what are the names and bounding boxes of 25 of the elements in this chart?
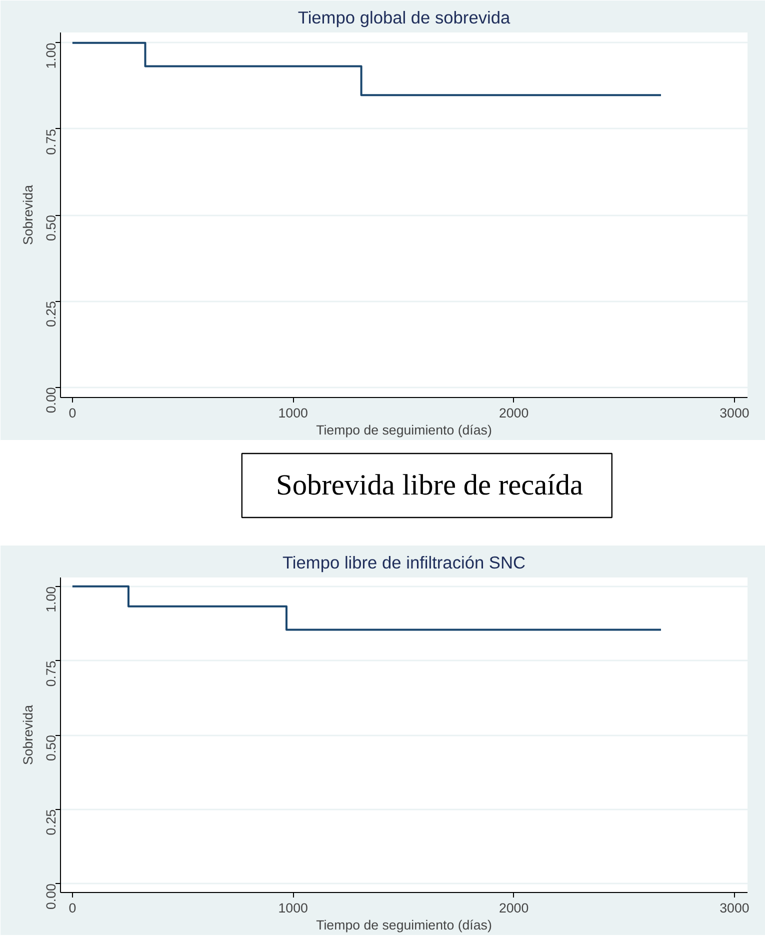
y-axis-title: Sobrevida: [20, 184, 36, 246]
x-tick-label: 1000: [278, 900, 308, 916]
y-tick-label: 0.75: [44, 660, 58, 687]
chart-title: Tiempo global de sobrevida: [298, 8, 510, 28]
y-tick-label: 0.75: [44, 128, 58, 155]
y-tick-label: 1.00: [44, 42, 58, 69]
chart-title: Tiempo libre de infiltración SNC: [282, 552, 526, 572]
y-tick-label: 0.50: [44, 734, 58, 761]
x-tick-label: 0: [68, 900, 76, 916]
y-tick-label: 0.00: [44, 884, 58, 910]
y-tick-label: 0.25: [44, 809, 58, 836]
y-tick-label: 0.25: [44, 301, 58, 328]
x-tick-label: 2000: [498, 406, 529, 420]
x-tick-label: 1000: [278, 406, 308, 420]
x-tick-label: 3000: [720, 900, 750, 916]
x-tick-label: 0: [68, 406, 76, 420]
x-axis-title: Tiempo de seguimiento (días): [316, 918, 492, 932]
y-tick-label: 0.00: [44, 387, 58, 414]
y-tick-label: 1.00: [44, 586, 58, 612]
x-axis-title: Tiempo de seguimiento (días): [316, 422, 492, 438]
x-tick-label: 2000: [498, 900, 529, 916]
y-tick-label: 0.50: [44, 214, 58, 241]
text: Sobrevida libre de recaída: [276, 470, 584, 502]
y-axis-title: Sobrevida: [20, 704, 36, 766]
x-tick-label: 3000: [720, 406, 750, 420]
